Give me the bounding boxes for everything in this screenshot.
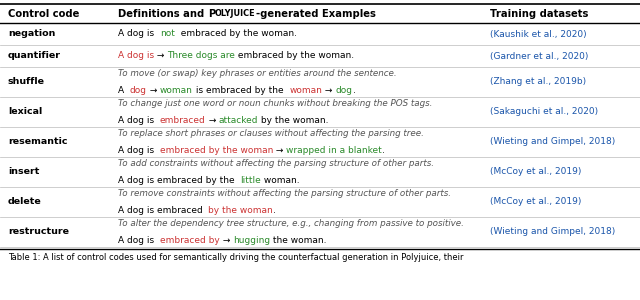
Text: embraced by the woman: embraced by the woman	[160, 146, 273, 154]
Text: negation: negation	[8, 29, 56, 38]
Text: A dog is: A dog is	[118, 52, 154, 61]
Text: .: .	[382, 146, 385, 154]
Text: A dog is embraced: A dog is embraced	[118, 206, 209, 214]
Text: →: →	[154, 52, 168, 61]
Text: woman: woman	[160, 85, 193, 94]
Text: wrapped in a blanket: wrapped in a blanket	[287, 146, 382, 154]
Text: by the woman: by the woman	[209, 206, 273, 214]
Text: .: .	[353, 85, 355, 94]
Text: →: →	[273, 146, 287, 154]
Text: A dog is embraced by the: A dog is embraced by the	[118, 176, 241, 184]
Text: by the woman.: by the woman.	[259, 116, 329, 124]
Text: →: →	[147, 85, 160, 94]
Text: To add constraints without affecting the parsing structure of other parts.: To add constraints without affecting the…	[118, 159, 434, 168]
Text: delete: delete	[8, 197, 42, 206]
Text: (McCoy et al., 2019): (McCoy et al., 2019)	[490, 197, 581, 206]
Text: A dog is: A dog is	[118, 236, 160, 244]
Text: (Wieting and Gimpel, 2018): (Wieting and Gimpel, 2018)	[490, 137, 615, 146]
Text: attacked: attacked	[219, 116, 259, 124]
Text: →: →	[205, 116, 219, 124]
Text: A dog is: A dog is	[118, 29, 160, 38]
Text: Control code: Control code	[8, 9, 79, 19]
Text: Training datasets: Training datasets	[490, 9, 588, 19]
Text: (Sakaguchi et al., 2020): (Sakaguchi et al., 2020)	[490, 107, 598, 116]
Text: little: little	[241, 176, 261, 184]
Text: -generated Examples: -generated Examples	[255, 9, 376, 19]
Text: embraced by the woman.: embraced by the woman.	[175, 29, 297, 38]
Text: embraced: embraced	[160, 116, 205, 124]
Text: .: .	[273, 206, 276, 214]
Text: OLYJUICE: OLYJUICE	[215, 10, 255, 19]
Text: dog: dog	[130, 85, 147, 94]
Text: resemantic: resemantic	[8, 137, 67, 146]
Text: embraced by the woman.: embraced by the woman.	[236, 52, 355, 61]
Text: Definitions and: Definitions and	[118, 9, 208, 19]
Text: To change just one word or noun chunks without breaking the POS tags.: To change just one word or noun chunks w…	[118, 99, 433, 108]
Text: dog: dog	[335, 85, 353, 94]
Text: (Gardner et al., 2020): (Gardner et al., 2020)	[490, 52, 588, 61]
Text: A: A	[118, 85, 130, 94]
Text: woman.: woman.	[261, 176, 300, 184]
Text: restructure: restructure	[8, 227, 69, 236]
Text: shuffle: shuffle	[8, 77, 45, 86]
Text: To move (or swap) key phrases or entities around the sentence.: To move (or swap) key phrases or entitie…	[118, 69, 397, 78]
Text: (Wieting and Gimpel, 2018): (Wieting and Gimpel, 2018)	[490, 227, 615, 236]
Text: To remove constraints without affecting the parsing structure of other parts.: To remove constraints without affecting …	[118, 189, 451, 198]
Text: A dog is: A dog is	[118, 146, 160, 154]
Text: →: →	[323, 85, 335, 94]
Text: insert: insert	[8, 167, 40, 176]
Text: lexical: lexical	[8, 107, 42, 116]
Text: →: →	[220, 236, 233, 244]
Text: Table 1: A list of control codes used for semantically driving the counterfactua: Table 1: A list of control codes used fo…	[8, 253, 463, 262]
Text: hugging: hugging	[233, 236, 270, 244]
Text: is embraced by the: is embraced by the	[193, 85, 289, 94]
Text: (Zhang et al., 2019b): (Zhang et al., 2019b)	[490, 77, 586, 86]
Text: To replace short phrases or clauses without affecting the parsing tree.: To replace short phrases or clauses with…	[118, 129, 424, 138]
Text: embraced by: embraced by	[160, 236, 220, 244]
Text: not: not	[160, 29, 175, 38]
Text: woman: woman	[289, 85, 323, 94]
Text: (McCoy et al., 2019): (McCoy et al., 2019)	[490, 167, 581, 176]
Text: (Kaushik et al., 2020): (Kaushik et al., 2020)	[490, 29, 587, 38]
Text: Three dogs are: Three dogs are	[168, 52, 236, 61]
Text: P: P	[208, 9, 215, 19]
Text: A dog is: A dog is	[118, 116, 160, 124]
Text: the woman.: the woman.	[270, 236, 326, 244]
Text: To alter the dependency tree structure, e.g., changing from passive to positive.: To alter the dependency tree structure, …	[118, 219, 464, 228]
Text: quantifier: quantifier	[8, 52, 61, 61]
